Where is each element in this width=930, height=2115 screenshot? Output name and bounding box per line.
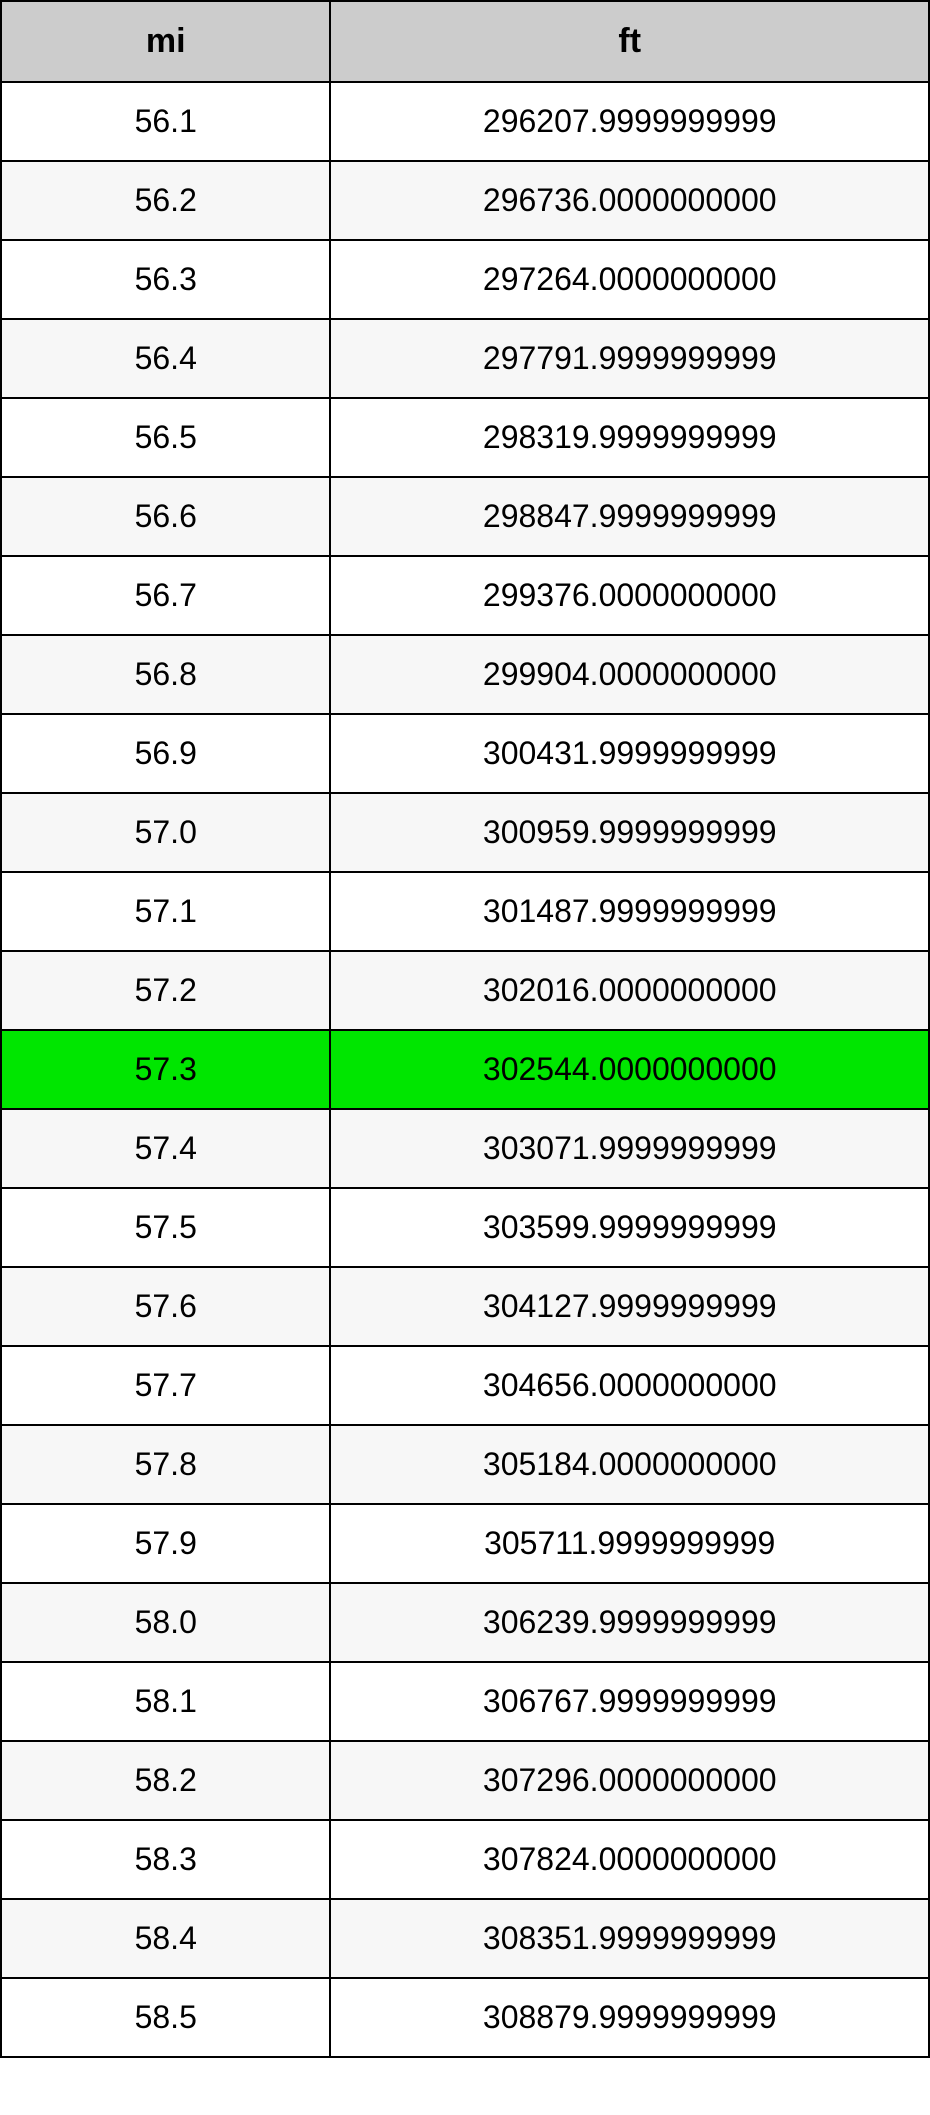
table-row: 56.6298847.9999999999	[1, 477, 929, 556]
table-row: 57.5303599.9999999999	[1, 1188, 929, 1267]
cell-ft: 296736.0000000000	[330, 161, 929, 240]
cell-mi: 57.8	[1, 1425, 330, 1504]
cell-ft: 308351.9999999999	[330, 1899, 929, 1978]
table-row: 58.1306767.9999999999	[1, 1662, 929, 1741]
table-row: 56.2296736.0000000000	[1, 161, 929, 240]
cell-ft: 297791.9999999999	[330, 319, 929, 398]
header-ft: ft	[330, 1, 929, 82]
cell-mi: 56.7	[1, 556, 330, 635]
table-row: 57.2302016.0000000000	[1, 951, 929, 1030]
conversion-table: mi ft 56.1296207.999999999956.2296736.00…	[0, 0, 930, 2058]
cell-mi: 57.1	[1, 872, 330, 951]
cell-mi: 57.7	[1, 1346, 330, 1425]
table-row: 57.7304656.0000000000	[1, 1346, 929, 1425]
table-row: 58.0306239.9999999999	[1, 1583, 929, 1662]
table-row: 56.3297264.0000000000	[1, 240, 929, 319]
table-row: 56.8299904.0000000000	[1, 635, 929, 714]
table-row: 57.4303071.9999999999	[1, 1109, 929, 1188]
cell-ft: 302544.0000000000	[330, 1030, 929, 1109]
table-body: 56.1296207.999999999956.2296736.00000000…	[1, 82, 929, 2057]
cell-mi: 56.9	[1, 714, 330, 793]
cell-ft: 307296.0000000000	[330, 1741, 929, 1820]
cell-ft: 296207.9999999999	[330, 82, 929, 161]
cell-ft: 304127.9999999999	[330, 1267, 929, 1346]
cell-mi: 58.0	[1, 1583, 330, 1662]
cell-ft: 308879.9999999999	[330, 1978, 929, 2057]
table-row: 57.1301487.9999999999	[1, 872, 929, 951]
table-row: 57.9305711.9999999999	[1, 1504, 929, 1583]
cell-mi: 57.4	[1, 1109, 330, 1188]
cell-ft: 300431.9999999999	[330, 714, 929, 793]
cell-ft: 304656.0000000000	[330, 1346, 929, 1425]
cell-ft: 301487.9999999999	[330, 872, 929, 951]
header-mi: mi	[1, 1, 330, 82]
table-row: 58.3307824.0000000000	[1, 1820, 929, 1899]
table-row: 58.5308879.9999999999	[1, 1978, 929, 2057]
table-row: 56.1296207.9999999999	[1, 82, 929, 161]
cell-mi: 56.5	[1, 398, 330, 477]
table-row: 57.8305184.0000000000	[1, 1425, 929, 1504]
cell-ft: 299376.0000000000	[330, 556, 929, 635]
cell-mi: 56.1	[1, 82, 330, 161]
cell-mi: 58.4	[1, 1899, 330, 1978]
cell-ft: 303599.9999999999	[330, 1188, 929, 1267]
cell-mi: 56.3	[1, 240, 330, 319]
cell-mi: 58.3	[1, 1820, 330, 1899]
table-row: 57.3302544.0000000000	[1, 1030, 929, 1109]
cell-ft: 298319.9999999999	[330, 398, 929, 477]
header-row: mi ft	[1, 1, 929, 82]
cell-mi: 58.5	[1, 1978, 330, 2057]
cell-ft: 297264.0000000000	[330, 240, 929, 319]
cell-mi: 56.6	[1, 477, 330, 556]
table-row: 56.5298319.9999999999	[1, 398, 929, 477]
table-row: 57.0300959.9999999999	[1, 793, 929, 872]
cell-mi: 56.4	[1, 319, 330, 398]
cell-ft: 300959.9999999999	[330, 793, 929, 872]
table-row: 56.9300431.9999999999	[1, 714, 929, 793]
table-row: 58.4308351.9999999999	[1, 1899, 929, 1978]
cell-ft: 305184.0000000000	[330, 1425, 929, 1504]
cell-mi: 57.9	[1, 1504, 330, 1583]
cell-mi: 57.0	[1, 793, 330, 872]
cell-mi: 56.8	[1, 635, 330, 714]
table-row: 56.7299376.0000000000	[1, 556, 929, 635]
table-row: 57.6304127.9999999999	[1, 1267, 929, 1346]
cell-ft: 305711.9999999999	[330, 1504, 929, 1583]
cell-mi: 57.3	[1, 1030, 330, 1109]
cell-mi: 57.5	[1, 1188, 330, 1267]
cell-mi: 57.2	[1, 951, 330, 1030]
cell-ft: 298847.9999999999	[330, 477, 929, 556]
cell-mi: 58.2	[1, 1741, 330, 1820]
cell-ft: 307824.0000000000	[330, 1820, 929, 1899]
table-header: mi ft	[1, 1, 929, 82]
cell-mi: 57.6	[1, 1267, 330, 1346]
table-row: 58.2307296.0000000000	[1, 1741, 929, 1820]
cell-ft: 299904.0000000000	[330, 635, 929, 714]
cell-mi: 58.1	[1, 1662, 330, 1741]
cell-ft: 306239.9999999999	[330, 1583, 929, 1662]
cell-ft: 303071.9999999999	[330, 1109, 929, 1188]
cell-ft: 306767.9999999999	[330, 1662, 929, 1741]
table-row: 56.4297791.9999999999	[1, 319, 929, 398]
cell-ft: 302016.0000000000	[330, 951, 929, 1030]
cell-mi: 56.2	[1, 161, 330, 240]
